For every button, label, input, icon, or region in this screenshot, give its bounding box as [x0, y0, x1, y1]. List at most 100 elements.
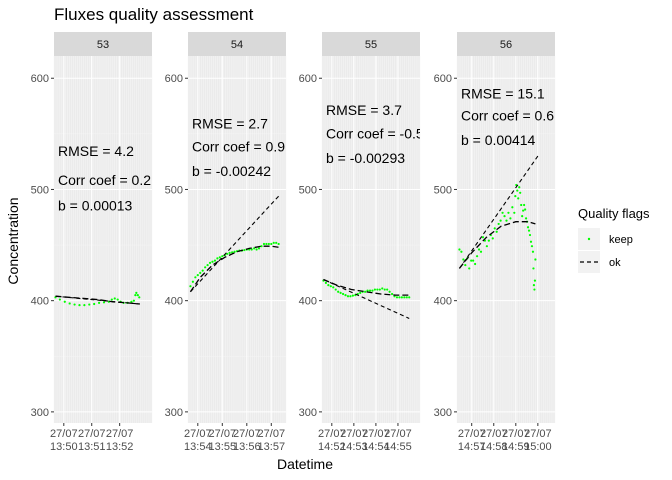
keep-point [341, 292, 345, 296]
keep-point [514, 195, 517, 198]
keep-point [194, 276, 197, 279]
keep-point [479, 250, 483, 253]
keep-point [216, 257, 219, 260]
keep-point [405, 296, 408, 299]
keep-point [398, 296, 401, 299]
keep-point [509, 217, 512, 220]
keep-point [474, 262, 477, 266]
keep-point [527, 229, 531, 232]
keep-point [523, 203, 526, 207]
keep-point [400, 296, 403, 299]
keep-point [277, 242, 280, 246]
panel-data: RMSE = 15.1 Corr coef = 0.6 b = 0.00414 [458, 85, 554, 291]
panel-data: RMSE = 2.7 Corr coef = 0.9 b = -0.00242 [189, 115, 285, 293]
keep-point [532, 283, 536, 287]
keep-point [243, 248, 246, 252]
y-tick-label: 400 [165, 296, 183, 308]
keep-point [521, 215, 524, 218]
annotation-text: RMSE = 3.7 [326, 102, 402, 118]
x-tick-label: 27/07 13:55 [209, 428, 237, 453]
keep-point [334, 288, 337, 291]
annotation-text: b = 0.00013 [58, 198, 133, 214]
keep-point [383, 288, 386, 291]
keep-point [408, 296, 411, 299]
keep-point [189, 285, 192, 288]
keep-point [495, 230, 498, 233]
keep-point [472, 259, 475, 262]
keep-point [97, 301, 101, 304]
keep-point [519, 191, 522, 194]
keep-point [533, 279, 537, 282]
keep-point [493, 227, 496, 230]
keep-point [497, 222, 500, 226]
y-tick-label: 600 [165, 73, 183, 85]
keep-point [199, 271, 202, 274]
annotation-text: Corr coef = 0.6 [461, 108, 554, 124]
keep-point [516, 189, 519, 192]
keep-point [470, 259, 473, 262]
keep-point [113, 297, 116, 300]
panel-data: RMSE = 4.2 Corr coef = 0.2 b = 0.00013 [54, 143, 151, 307]
annotation-text: RMSE = 2.7 [192, 115, 268, 131]
linear-fit-line [190, 195, 280, 293]
strip-label: 56 [500, 39, 512, 51]
keep-point [201, 269, 204, 272]
keep-point [368, 289, 372, 292]
keep-point [233, 250, 236, 253]
annotation-text: b = -0.00293 [326, 150, 405, 166]
keep-point [253, 247, 256, 250]
x-tick-label: 27/07 13:51 [78, 428, 106, 453]
y-tick-label: 600 [31, 73, 49, 85]
keep-point [388, 290, 391, 293]
keep-point [378, 288, 381, 291]
keep-point [270, 242, 273, 246]
x-tick-label: 27/07 14:54 [362, 428, 390, 453]
keep-point [88, 303, 91, 306]
keep-point [68, 302, 71, 305]
y-tick-label: 600 [299, 73, 317, 85]
annotation-text: Corr coef = 0.9 [192, 139, 285, 155]
keep-point [477, 248, 481, 251]
keep-point [337, 290, 340, 293]
keep-point [351, 294, 354, 297]
keep-point [349, 295, 352, 298]
y-tick-label: 400 [434, 296, 452, 308]
keep-point [58, 298, 61, 301]
linear-fit-line [55, 295, 140, 305]
y-tick-label: 300 [434, 407, 452, 419]
x-tick-label: 27/07 13:50 [50, 428, 78, 453]
keep-point [386, 288, 389, 291]
keep-point [208, 261, 212, 264]
keep-point [364, 290, 367, 293]
x-tick-label: 27/07 13:54 [184, 428, 212, 453]
keep-point [272, 241, 275, 244]
keep-point [134, 294, 137, 297]
y-axis-title: Concentration [5, 197, 21, 284]
keep-point [499, 219, 502, 222]
keep-point [339, 291, 342, 294]
keep-point [262, 242, 266, 246]
annotation-text: RMSE = 15.1 [461, 85, 545, 101]
ok-curve [458, 221, 536, 269]
keep-point [332, 286, 335, 289]
legend-title: Quality flags [578, 206, 650, 221]
keep-point [487, 239, 490, 242]
keep-point [265, 242, 268, 246]
keep-point [359, 291, 362, 294]
keep-point [327, 283, 330, 287]
x-tick-label: 27/07 14:59 [502, 428, 530, 453]
keep-point [526, 226, 530, 229]
keep-point [464, 263, 467, 267]
keep-point [491, 237, 494, 240]
annotation-text: RMSE = 4.2 [58, 143, 134, 159]
ok-curve [189, 245, 279, 293]
keep-point [63, 300, 66, 303]
x-tick-label: 27/07 13:56 [233, 428, 261, 453]
x-tick-label: 27/07 14:53 [340, 428, 368, 453]
y-tick-label: 500 [434, 184, 452, 196]
keep-point [533, 288, 536, 291]
keep-point [221, 255, 224, 258]
keep-point [136, 294, 139, 297]
keep-point [505, 219, 508, 222]
